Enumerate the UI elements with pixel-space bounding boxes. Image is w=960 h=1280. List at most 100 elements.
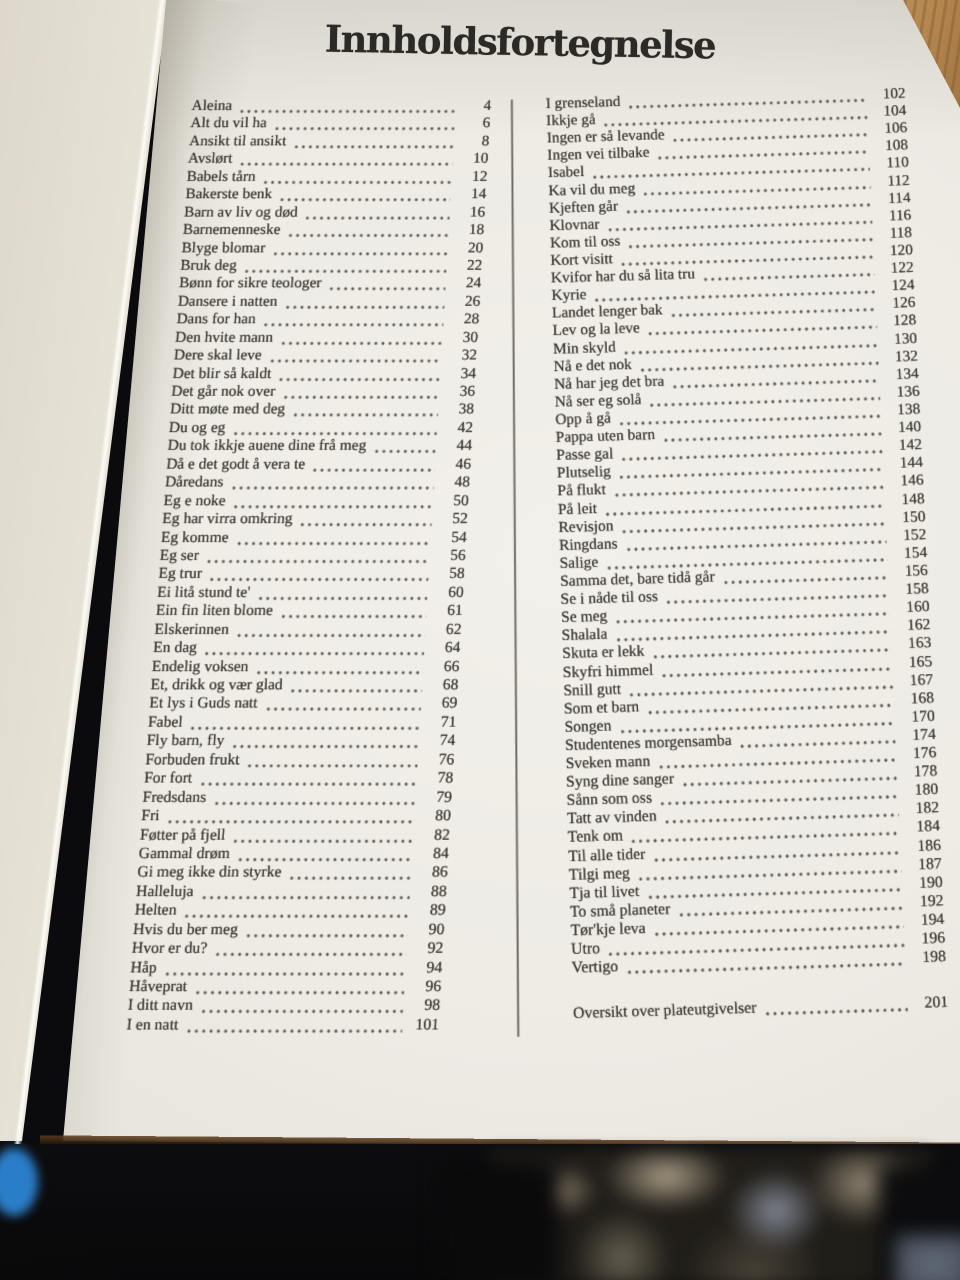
toc-entry-title: Barnemenneske xyxy=(182,221,281,238)
toc-entry-title: Eg e noke xyxy=(163,492,227,509)
toc-entry: Elskerinnen 62 xyxy=(153,620,462,640)
toc-entry-page: 68 xyxy=(442,676,459,694)
toc-entry-page: 66 xyxy=(443,657,460,675)
toc-entry-page: 174 xyxy=(911,725,937,744)
toc-entry: Aleina 4 xyxy=(191,97,492,116)
toc-entry-title: Tenk om xyxy=(567,827,624,847)
toc-entry-title: Et lys i Guds natt xyxy=(148,694,259,713)
toc-entry: Babels tårn 12 xyxy=(186,168,488,186)
toc-entry-page: 8 xyxy=(481,132,490,150)
dot-leader xyxy=(199,996,404,1016)
toc-entry: For fort 78 xyxy=(143,769,454,789)
dot-leader xyxy=(246,750,419,770)
toc-entry: Fabel 71 xyxy=(147,713,457,733)
toc-entry: Bruk deg 22 xyxy=(180,257,483,276)
toc-entry: Fly barn, fly 74 xyxy=(146,732,456,751)
toc-entry-title: Ansikt til ansikt xyxy=(188,132,287,150)
toc-entry-title: Dåredans xyxy=(164,473,224,491)
toc-entry-title: Aleina xyxy=(191,97,233,114)
toc-entry: Endelig voksen 66 xyxy=(151,657,460,677)
toc-entry-page: 34 xyxy=(460,364,477,382)
toc-entry-page: 4 xyxy=(483,97,492,114)
toc-entry-page: 69 xyxy=(441,694,458,713)
toc-entry-title: I grenseland xyxy=(545,93,621,112)
toc-entry-page: 22 xyxy=(466,257,483,274)
toc-entry: Bønn for sikre teologer 24 xyxy=(178,275,482,293)
toc-entry: Dans for han 28 xyxy=(176,310,480,329)
toc-entry: Gi meg ikke din styrke 86 xyxy=(137,863,449,883)
toc-entry-title: Ein fin liten blome xyxy=(155,602,274,620)
dot-leader xyxy=(271,239,449,258)
dot-leader xyxy=(200,882,411,902)
toc-entry-page: 12 xyxy=(471,168,488,185)
toc-entry-page: 52 xyxy=(451,510,469,528)
toc-entry-page: 88 xyxy=(430,882,448,901)
toc-entry-page: 18 xyxy=(468,221,485,238)
blue-book-edge xyxy=(0,1148,38,1216)
dot-leader xyxy=(286,221,450,240)
toc-entry-page: 168 xyxy=(910,689,935,708)
toc-entry-page: 84 xyxy=(432,844,450,863)
toc-entry-page: 126 xyxy=(892,294,916,312)
toc-entry: Føtter på fjell 82 xyxy=(139,825,450,845)
toc-entry: Ein fin liten blome 61 xyxy=(155,602,463,621)
toc-entry-title: Oversikt over plateutgivelser xyxy=(572,999,757,1023)
toc-entry: Eg ser 56 xyxy=(159,546,467,566)
toc-entry-title: Som et barn xyxy=(563,697,640,718)
toc-entry: Helten 89 xyxy=(134,901,446,921)
toc-entry-page: 16 xyxy=(469,203,486,221)
toc-entry: Ansikt til ansikt 8 xyxy=(188,132,490,151)
toc-entry-title: Elskerinnen xyxy=(153,620,230,638)
dot-leader xyxy=(292,132,455,151)
dot-leader xyxy=(229,473,435,493)
toc-entry: Barn av liv og død 16 xyxy=(184,203,486,222)
toc-entry-page: 86 xyxy=(431,863,449,882)
toc-entry-page: 42 xyxy=(457,419,474,436)
dot-leader xyxy=(231,825,414,845)
toc-entry-page: 94 xyxy=(426,958,443,977)
toc-entry-page: 190 xyxy=(918,873,944,892)
toc-entry-page: 138 xyxy=(896,400,921,419)
toc-entry-title: Ringdans xyxy=(558,535,618,554)
toc-entry-title: Min skyld xyxy=(552,338,617,358)
toc-entry-page: 14 xyxy=(470,185,487,203)
dot-leader xyxy=(243,257,448,276)
dot-leader xyxy=(279,328,443,347)
toc-entry: Et lys i Guds natt 69 xyxy=(148,694,458,714)
toc-entry: Bakerste benk 14 xyxy=(185,185,487,204)
toc-entry-title: Ditt møte med deg xyxy=(169,401,286,418)
toc-entry: Då e det godt å vera te 46 xyxy=(166,455,471,474)
toc-entry-page: 26 xyxy=(464,292,481,310)
toc-entry-title: Dansere i natten xyxy=(177,292,278,310)
dot-leader xyxy=(273,115,456,133)
toc-entry-page: 80 xyxy=(434,807,452,825)
toc-entry-title: Tilgi meg xyxy=(568,864,631,884)
toc-entry-page: 30 xyxy=(462,328,479,346)
dot-leader xyxy=(238,150,454,169)
dot-leader xyxy=(298,510,433,529)
book-page: Innholdsfortegnelse Aleina 4 Alt du vil ha… xyxy=(63,0,960,1148)
dot-leader xyxy=(287,863,412,883)
toc-entry-title: Alt du vil ha xyxy=(189,115,268,132)
dot-leader xyxy=(231,492,434,511)
dot-leader xyxy=(763,994,908,1019)
toc-entry-title: Det går nok over xyxy=(170,383,276,400)
toc-entry: Blyge blomar 20 xyxy=(181,239,484,258)
dot-leader xyxy=(198,769,418,789)
toc-entry-page: 158 xyxy=(905,580,930,598)
toc-entry-title: Nå e det nok xyxy=(553,355,632,375)
toc-entry: Avslørt 10 xyxy=(187,150,489,169)
toc-entry-page: 56 xyxy=(449,546,467,564)
toc-entry-page: 156 xyxy=(904,562,929,580)
dot-leader xyxy=(235,620,426,640)
dot-leader xyxy=(213,939,408,959)
toc-entry: Den hvite mann 30 xyxy=(175,328,479,347)
toc-entry-page: 60 xyxy=(447,583,465,601)
toc-entry-title: Passe gal xyxy=(556,445,614,464)
toc-entry-title: Songen xyxy=(564,717,612,736)
toc-entry-title: Ikkje gå xyxy=(546,111,596,130)
toc-entry-page: 170 xyxy=(911,707,936,726)
toc-entry-title: Håveprat xyxy=(128,977,188,996)
toc-entry-title: Avslørt xyxy=(187,150,234,167)
toc-entry-page: 10 xyxy=(472,150,489,167)
